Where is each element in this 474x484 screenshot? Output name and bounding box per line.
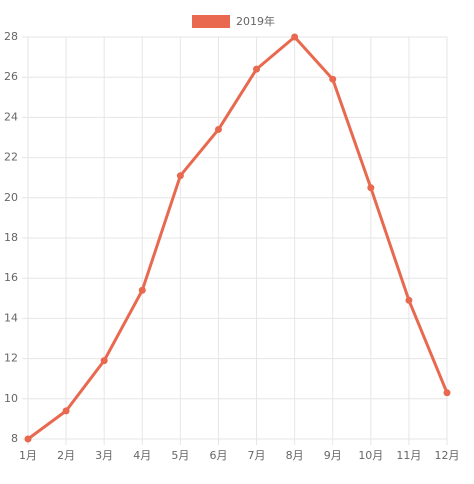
data-point	[443, 389, 451, 397]
y-tick-label: 14	[4, 311, 18, 324]
legend-label: 2019年	[236, 14, 275, 28]
legend-swatch	[192, 15, 230, 28]
y-tick-label: 8	[11, 432, 18, 445]
data-point	[367, 184, 375, 192]
y-tick-label: 10	[4, 392, 18, 405]
x-tick-label: 1月	[19, 449, 37, 462]
data-point	[214, 125, 222, 133]
y-tick-label: 28	[4, 30, 18, 43]
y-tick-label: 16	[4, 271, 18, 284]
x-tick-label: 7月	[248, 449, 266, 462]
data-line	[27, 35, 449, 441]
y-tick-label: 24	[4, 110, 18, 123]
data-point	[62, 407, 70, 415]
data-point	[100, 357, 108, 365]
y-tick-label: 20	[4, 191, 18, 204]
x-tick-label: 11月	[396, 449, 421, 462]
data-point	[405, 296, 413, 304]
data-point	[176, 172, 184, 180]
x-tick-label: 4月	[133, 449, 151, 462]
data-point	[329, 75, 337, 83]
x-tick-label: 3月	[95, 449, 113, 462]
y-tick-label: 18	[4, 231, 18, 244]
y-tick-label: 22	[4, 151, 18, 164]
data-point	[253, 65, 261, 73]
data-point	[24, 435, 32, 443]
y-tick-label: 26	[4, 70, 18, 83]
y-tick-label: 12	[4, 352, 18, 365]
x-tick-label: 9月	[324, 449, 342, 462]
x-tick-label: 12月	[435, 449, 460, 462]
x-tick-label: 6月	[209, 449, 227, 462]
x-tick-label: 2月	[57, 449, 75, 462]
x-tick-label: 5月	[171, 449, 189, 462]
data-point	[291, 33, 299, 41]
data-point	[138, 286, 146, 294]
x-tick-label: 10月	[358, 449, 383, 462]
x-tick-label: 8月	[286, 449, 304, 462]
